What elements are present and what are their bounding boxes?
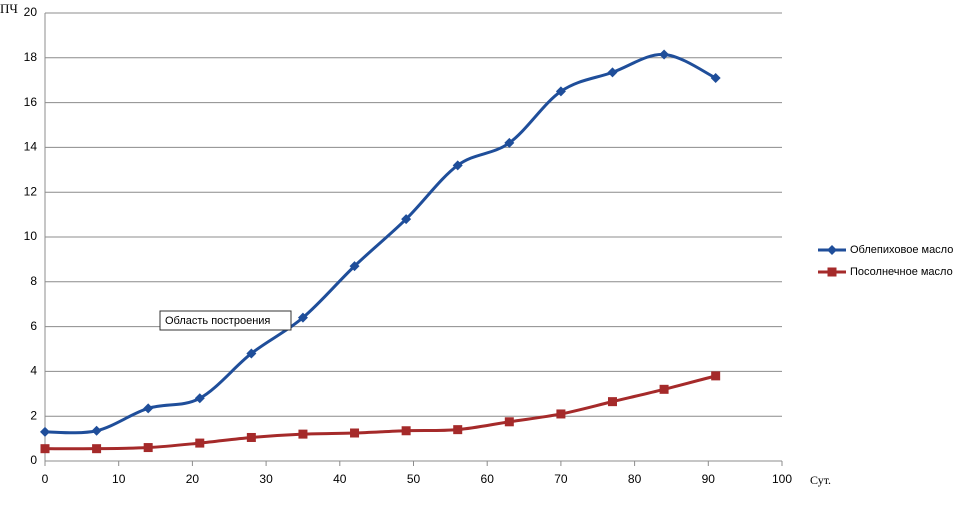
data-point — [452, 160, 463, 171]
x-tick-label: 20 — [186, 472, 200, 486]
data-point — [711, 371, 721, 381]
data-point — [143, 443, 153, 453]
x-tick-label: 40 — [333, 472, 347, 486]
x-tick-label: 0 — [42, 472, 49, 486]
data-point — [607, 67, 618, 78]
data-point — [401, 214, 412, 225]
y-tick-label: 16 — [24, 95, 38, 109]
legend-marker — [827, 267, 837, 277]
y-tick-label: 0 — [30, 453, 37, 467]
data-point — [298, 429, 308, 439]
data-point — [297, 312, 308, 323]
x-tick-label: 60 — [481, 472, 495, 486]
data-point — [659, 384, 669, 394]
legend-label: Посолнечное масло — [850, 266, 953, 278]
data-point — [40, 444, 50, 454]
tooltip: Область построения — [159, 310, 292, 331]
data-point — [194, 393, 205, 404]
x-tick-label: 50 — [407, 472, 421, 486]
x-tick-label: 100 — [772, 472, 792, 486]
y-tick-label: 4 — [30, 364, 37, 378]
data-point — [710, 72, 721, 83]
data-point — [40, 426, 50, 437]
x-tick-label: 90 — [702, 472, 716, 486]
data-point — [504, 417, 514, 427]
data-point — [350, 428, 360, 438]
y-tick-label: 18 — [24, 50, 38, 64]
tooltip-text: Область построения — [165, 315, 270, 327]
x-tick-label: 70 — [554, 472, 568, 486]
y-tick-label: 12 — [24, 184, 38, 198]
y-tick-label: 2 — [30, 408, 37, 422]
series-line — [44, 374, 717, 451]
data-point — [504, 137, 515, 148]
x-axis-label: Сут. — [810, 473, 831, 487]
y-tick-label: 14 — [24, 140, 38, 154]
data-point — [246, 348, 257, 359]
x-tick-label: 80 — [628, 472, 642, 486]
data-point — [91, 425, 102, 436]
legend-marker — [827, 245, 837, 255]
x-tick-label: 10 — [112, 472, 126, 486]
data-point — [659, 49, 670, 60]
y-tick-label: 20 — [24, 5, 38, 19]
data-point — [401, 426, 411, 436]
y-axis-label: ПЧ — [0, 1, 18, 16]
y-tick-label: 10 — [24, 229, 38, 243]
y-tick-label: 6 — [30, 319, 37, 333]
data-point — [246, 432, 256, 442]
data-point — [555, 86, 566, 97]
legend-label: Облепиховое масло — [850, 244, 953, 256]
data-point — [556, 409, 566, 419]
data-point — [92, 444, 102, 454]
data-point — [607, 397, 617, 407]
data-point — [143, 403, 154, 414]
data-point — [453, 425, 463, 435]
series-line — [44, 52, 717, 435]
data-point — [195, 438, 205, 448]
x-tick-label: 30 — [259, 472, 273, 486]
y-tick-label: 8 — [30, 274, 37, 288]
data-point — [349, 261, 360, 272]
tooltip-box — [159, 310, 292, 331]
